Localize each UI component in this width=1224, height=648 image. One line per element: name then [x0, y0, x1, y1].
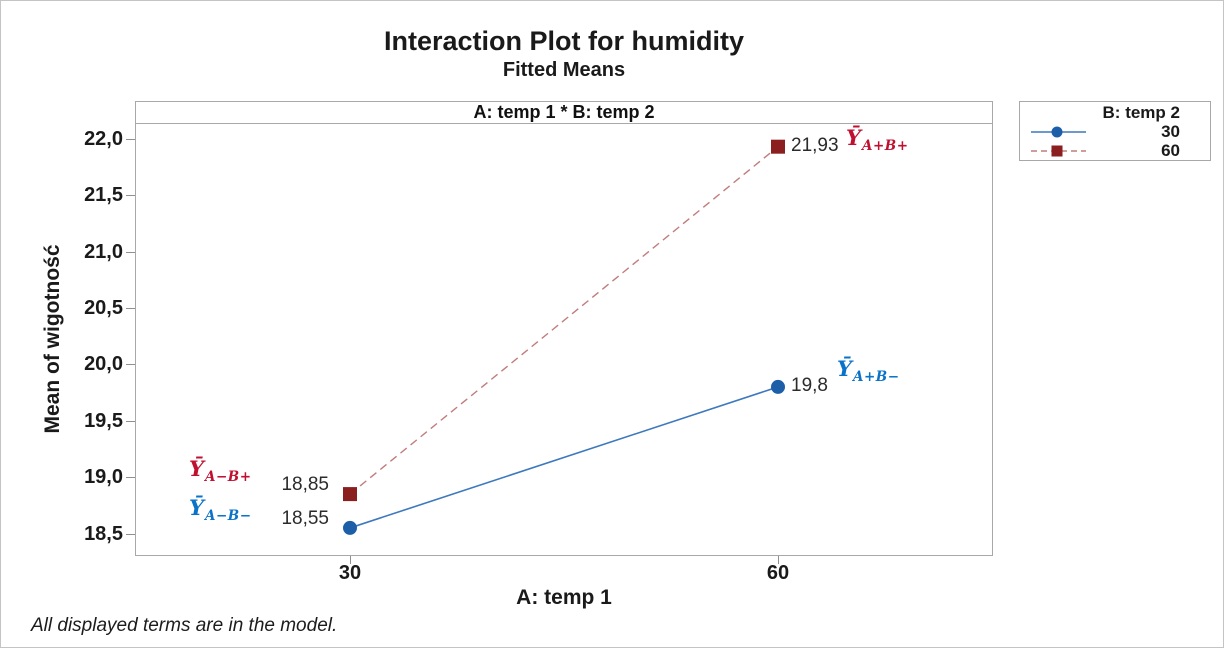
plot-panel: A: temp 1 * B: temp 2	[135, 101, 993, 556]
y-axis-tick-mark	[126, 138, 135, 140]
y-axis-tick-label: 21,0	[84, 240, 123, 263]
data-point-label: 19,8	[791, 374, 828, 396]
annotation-mean-a-plus-b-plus: ȲA+B+	[846, 125, 909, 159]
legend-title: B: temp 2	[1102, 103, 1180, 122]
chart-title: Interaction Plot for humidity	[383, 26, 744, 56]
data-point-marker-circle	[771, 379, 785, 394]
y-bar-symbol: Ȳ	[189, 495, 204, 520]
annotation-subscript: A−B+	[205, 469, 252, 485]
data-point-marker-square	[771, 139, 785, 154]
legend-swatch-solid-line	[1031, 126, 1086, 137]
data-point-label: 18,55	[281, 507, 329, 529]
y-bar-symbol: Ȳ	[846, 125, 861, 150]
data-point-marker-circle	[343, 520, 357, 535]
panel-header: A: temp 1 * B: temp 2	[136, 102, 992, 124]
legend: B: temp 2 30 60	[1019, 101, 1211, 161]
y-axis-tick-mark	[126, 195, 135, 197]
y-axis-tick-mark	[126, 420, 135, 422]
y-axis-tick-mark	[126, 251, 135, 253]
y-bar-symbol: Ȳ	[837, 356, 852, 381]
annotation-mean-a-minus-b-plus: ȲA−B+	[189, 456, 252, 490]
legend-item-60: 60	[1030, 141, 1180, 160]
data-point-label: 21,93	[791, 134, 839, 156]
x-axis-tick-mark	[350, 556, 351, 564]
legend-square-marker-icon	[1051, 145, 1063, 156]
y-axis-title: Mean of wigotność	[41, 244, 64, 434]
x-axis-title: A: temp 1	[516, 586, 612, 609]
y-axis-tick-mark	[126, 477, 135, 479]
series-line-60	[349, 146, 779, 495]
x-axis-tick-mark	[778, 556, 779, 564]
y-axis-tick-label: 18,5	[84, 522, 123, 545]
footnote: All displayed terms are in the model.	[31, 615, 338, 636]
legend-swatch-dashed-line	[1031, 145, 1086, 156]
y-axis-tick-label: 22,0	[84, 127, 123, 150]
x-axis-tick-label: 60	[766, 562, 790, 584]
x-axis-tick-label: 30	[338, 562, 362, 584]
y-axis-tick-mark	[126, 364, 135, 366]
y-axis-tick-label: 19,0	[84, 466, 123, 489]
legend-label-30: 30	[1161, 121, 1180, 141]
y-bar-symbol: Ȳ	[189, 456, 204, 481]
series-line-30	[349, 386, 779, 529]
y-axis-tick-label: 19,5	[84, 409, 123, 432]
y-axis-tick-mark	[126, 307, 135, 309]
legend-label-60: 60	[1161, 140, 1180, 160]
y-axis-tick-label: 21,5	[84, 184, 123, 207]
data-point-label: 18,85	[281, 474, 329, 496]
legend-circle-marker-icon	[1051, 126, 1063, 137]
y-axis-tick-label: 20,0	[84, 353, 123, 376]
title-block: Interaction Plot for humidity Fitted Mea…	[1, 25, 1127, 83]
annotation-subscript: A+B−	[853, 369, 900, 385]
annotation-subscript: A−B−	[205, 508, 252, 524]
data-point-marker-square	[343, 487, 357, 502]
annotation-subscript: A+B+	[862, 138, 909, 154]
plot-area	[343, 139, 785, 535]
y-axis-tick-label: 20,5	[84, 296, 123, 319]
annotation-mean-a-plus-b-minus: ȲA+B−	[837, 356, 900, 390]
y-axis-tick-mark	[126, 533, 135, 535]
chart-subtitle: Fitted Means	[502, 59, 626, 81]
annotation-mean-a-minus-b-minus: ȲA−B−	[189, 495, 252, 529]
legend-item-30: 30	[1030, 122, 1180, 141]
